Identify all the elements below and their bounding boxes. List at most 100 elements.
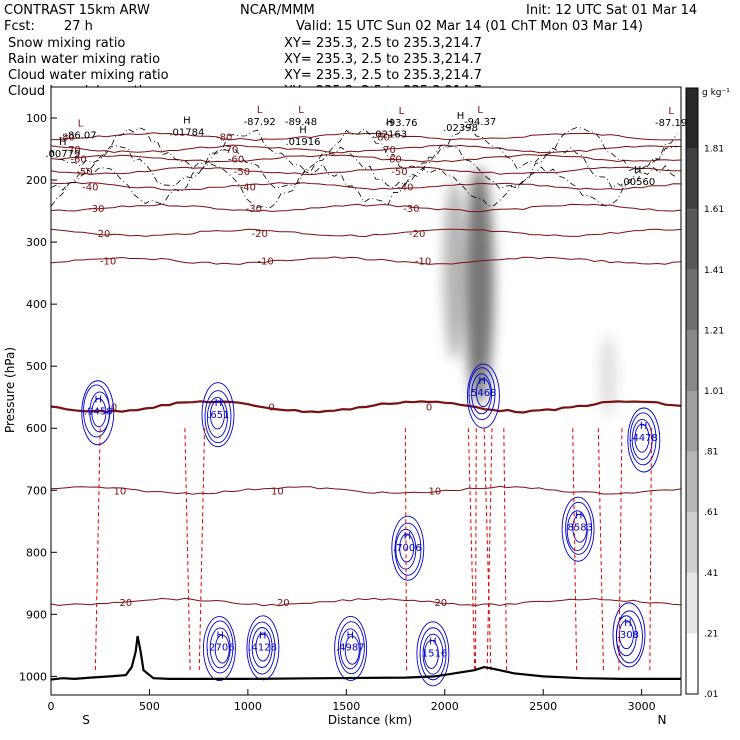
temperature-min-label: -94.37: [464, 117, 496, 128]
rain-water-contour: [483, 428, 492, 674]
center-label: NCAR/MMM: [240, 3, 315, 18]
y-tick-label: 900: [26, 608, 47, 621]
colorbar-tick-label: 1.61: [704, 205, 724, 215]
colorbar-tick-label: 1.41: [704, 266, 724, 276]
x-tick-label: 0: [48, 700, 55, 713]
ice-high-marker: H: [457, 111, 465, 122]
cloud-ice-contours: [50, 126, 678, 209]
cloud-water-contour: [634, 423, 650, 453]
colorbar-tick-label: .81: [704, 448, 718, 458]
rain-water-contour: [184, 428, 191, 674]
cloud-water-high-marker: H: [478, 376, 486, 387]
cloud-water-high-marker: H: [429, 637, 437, 648]
forecast-label: Fcst:: [4, 19, 35, 34]
ice-high-marker: H: [59, 137, 67, 148]
legend-entry-rain: Rain water mixing ratio: [8, 52, 160, 67]
y-tick-label: 100: [26, 112, 47, 125]
cloud-water-high-label: .1516: [419, 649, 448, 660]
temperature-contour-label: 0: [268, 403, 274, 414]
colorbar-swatch: [686, 572, 698, 634]
rain-water-contours: [94, 428, 652, 674]
cloud-water-high-marker: H: [259, 630, 267, 641]
temperature-contour-label: -50: [391, 167, 407, 178]
x-tick-label: 3000: [628, 700, 656, 713]
cloud-water-contour: [344, 635, 360, 665]
cloud-water-contour: [201, 382, 235, 448]
cloud-water-contour: [629, 412, 657, 466]
temperature-contour: [50, 166, 682, 176]
y-tick-label: 1000: [19, 670, 47, 683]
temperature-min-label: -87.19: [655, 118, 687, 129]
ice-high-label: .01916: [286, 137, 321, 148]
cloud-ice-contour: [50, 145, 678, 191]
colorbar-swatch: [686, 148, 698, 210]
rain-water-contour: [618, 428, 623, 674]
temperature-contour-label: -40: [82, 182, 98, 193]
temperature-min-marker: L: [298, 105, 304, 116]
model-title: CONTRAST 15km ARW: [4, 3, 150, 18]
temperature-contour: [50, 181, 682, 191]
cloud-water-high-marker: H: [575, 511, 583, 522]
cloud-water-contour: [416, 621, 450, 687]
temperature-min-label: -87.92: [244, 117, 276, 128]
cloud-water-contour: [81, 380, 115, 446]
cloud-water-contour: [612, 602, 646, 668]
cloud-water-high-label: .4987: [336, 642, 365, 653]
forecast-hour: 27 h: [64, 19, 93, 34]
rain-water-contour: [572, 428, 578, 674]
temperature-contour-label: -20: [409, 229, 425, 240]
ice-high-label: .01784: [169, 128, 204, 139]
cloud-water-contour: [206, 620, 234, 674]
temperature-contour-label: -50: [234, 167, 250, 178]
ice-high-marker: H: [183, 116, 191, 127]
temperature-contour-label: -20: [252, 229, 268, 240]
colorbar-tick-label: 1.21: [704, 326, 724, 336]
cloud-water-contour: [251, 627, 273, 668]
x-tick-label: 2000: [431, 700, 459, 713]
colorbar-tick-label: .21: [704, 629, 718, 639]
temperature-contour-label: -70: [222, 145, 238, 156]
plot-area: [51, 87, 681, 695]
cloud-water-high-label: .651: [207, 410, 229, 421]
x-axis-north-label: N: [658, 713, 667, 727]
cloud-water-contour: [399, 533, 415, 563]
ice-high-marker: H: [386, 117, 394, 128]
legend-xy-rain: XY= 235.3, 2.5 to 235.3,214.7: [284, 52, 482, 67]
cloud-water-high-label: .4128: [248, 642, 277, 653]
temperature-min-marker: L: [78, 119, 84, 130]
colorbar-tick-label: .01: [704, 690, 718, 700]
cloud-water-contour: [334, 615, 368, 681]
cloud-water-contour: [419, 627, 447, 681]
y-tick-label: 300: [26, 236, 47, 249]
temperature-contour: [50, 228, 682, 238]
cloud-water-contour: [204, 390, 232, 444]
cloud-water-contour: [616, 610, 643, 664]
cloud-water-high-marker: H: [624, 618, 632, 629]
temperature-contour-label: 20: [277, 598, 290, 609]
temperature-min-marker: L: [477, 105, 483, 116]
plot-frame: [50, 86, 682, 696]
y-tick-label: 200: [26, 174, 47, 187]
ice-high-marker: H: [299, 125, 307, 136]
cloud-water-contour: [209, 400, 225, 430]
temperature-min-marker: L: [399, 106, 405, 117]
ice-high-marker: H: [634, 165, 642, 176]
ice-high-label: .00560: [620, 177, 655, 188]
colorbar-swatch: [686, 209, 698, 270]
colorbar-frame: [685, 87, 699, 695]
y-tick-label: 600: [26, 422, 47, 435]
y-axis: 100 200 300 400 500 600 700 800 900 1000: [19, 112, 57, 683]
temperature-min-marker: L: [668, 106, 674, 117]
colorbar-swatch: [686, 269, 698, 331]
temperature-contour-label: -40: [240, 182, 256, 193]
temperature-contour: [50, 400, 682, 414]
cloud-water-high-marker: H: [640, 421, 648, 432]
temperature-contour-label: -80: [216, 133, 232, 144]
temperature-contour-label: 20: [434, 598, 447, 609]
y-tick-label: 400: [26, 298, 47, 311]
temperature-contour-label: -70: [379, 145, 395, 156]
colorbar-swatch: [686, 88, 698, 149]
x-axis-label: Distance (km): [328, 713, 412, 727]
cloud-water-contour: [471, 373, 493, 415]
